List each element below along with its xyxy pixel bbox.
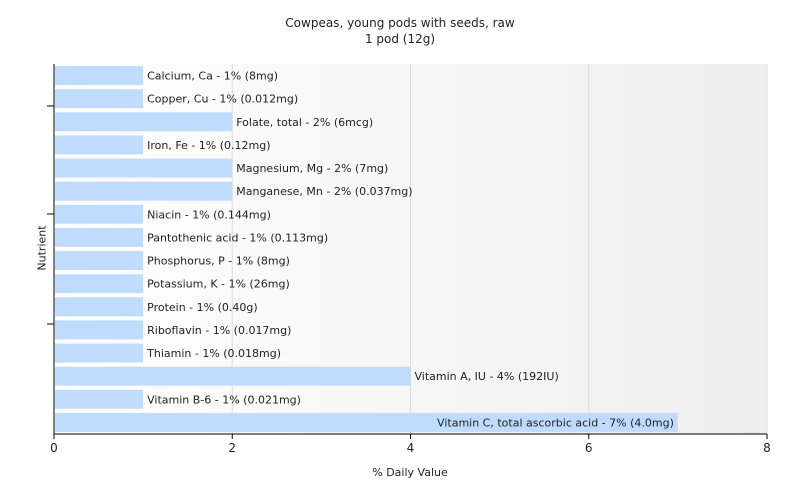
bar-label: Niacin - 1% (0.144mg) <box>147 208 271 221</box>
bar-label: Vitamin A, IU - 4% (192IU) <box>415 370 559 383</box>
bar <box>55 389 144 409</box>
bar-label: Copper, Cu - 1% (0.012mg) <box>147 93 298 106</box>
x-tick-label: 4 <box>407 441 415 455</box>
bar-label: Vitamin B-6 - 1% (0.021mg) <box>147 393 301 406</box>
bar <box>55 204 144 224</box>
bar-label: Riboflavin - 1% (0.017mg) <box>147 324 291 337</box>
bar-label: Thiamin - 1% (0.018mg) <box>146 347 281 360</box>
chart-subtitle: 1 pod (12g) <box>364 32 436 46</box>
bar-label: Folate, total - 2% (6mcg) <box>236 116 373 129</box>
bar <box>55 320 144 340</box>
bar-label: Protein - 1% (0.40g) <box>147 301 258 314</box>
bar <box>55 112 233 132</box>
x-tick-label: 6 <box>585 441 593 455</box>
bar <box>55 297 144 317</box>
bar-label: Calcium, Ca - 1% (8mg) <box>147 70 278 83</box>
bar <box>55 343 144 363</box>
bar <box>55 412 678 432</box>
bar <box>55 158 233 178</box>
bar-label: Phosphorus, P - 1% (8mg) <box>147 255 290 268</box>
x-tick-label: 0 <box>50 441 58 455</box>
bar <box>55 251 144 271</box>
bar <box>55 89 144 109</box>
x-tick-label: 8 <box>763 441 771 455</box>
bar <box>55 66 144 86</box>
bar <box>55 181 233 201</box>
chart-title: Cowpeas, young pods with seeds, raw <box>285 16 515 30</box>
x-axis-label: % Daily Value <box>372 466 448 479</box>
bar-label: Iron, Fe - 1% (0.12mg) <box>147 139 270 152</box>
bar-label: Pantothenic acid - 1% (0.113mg) <box>147 231 328 244</box>
bar <box>55 227 144 247</box>
bar <box>55 274 144 294</box>
x-tick-label: 2 <box>228 441 236 455</box>
bar-label: Magnesium, Mg - 2% (7mg) <box>236 162 388 175</box>
bar <box>55 135 144 155</box>
bar-label: Vitamin C, total ascorbic acid - 7% (4.0… <box>437 416 674 429</box>
bar-label: Manganese, Mn - 2% (0.037mg) <box>236 185 412 198</box>
bar <box>55 366 411 386</box>
bar-label: Potassium, K - 1% (26mg) <box>147 278 290 291</box>
